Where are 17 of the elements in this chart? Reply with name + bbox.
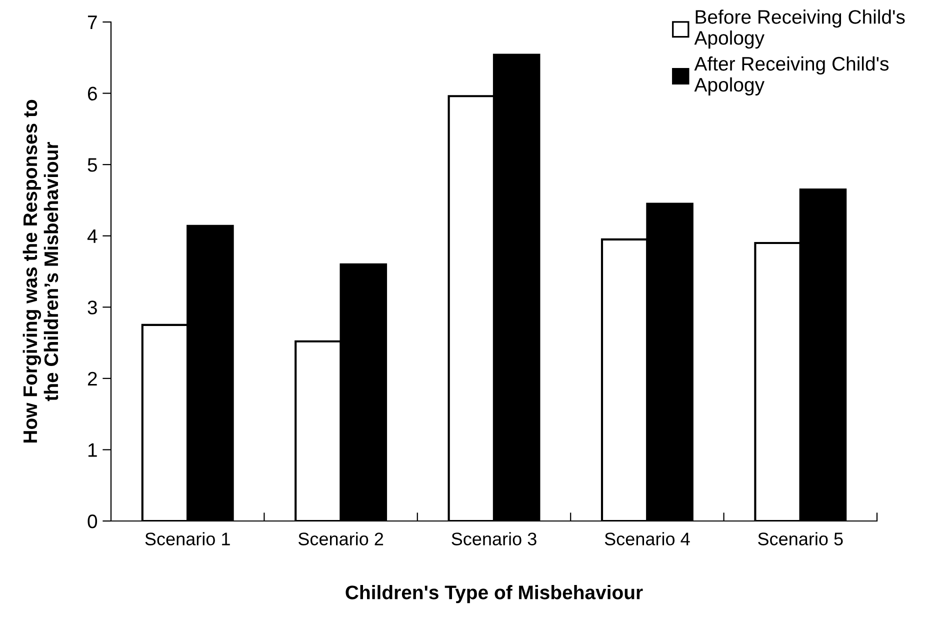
- legend-label: Before Receiving Child's Apology: [694, 10, 905, 49]
- y-tick-label: 3: [88, 300, 97, 314]
- y-tick-label: 7: [88, 16, 97, 30]
- y-tick-label: 5: [88, 158, 97, 172]
- x-tick-label: Scenario 5: [758, 532, 843, 546]
- x-axis-title: Children's Type of Misbehaviour: [346, 585, 643, 604]
- y-tick-label: 0: [88, 514, 98, 528]
- y-tick-label: 4: [87, 230, 98, 243]
- y-tick-label: 2: [88, 372, 97, 386]
- legend-label: After Receiving Child's Apology: [694, 56, 889, 96]
- y-tick-label: 6: [88, 86, 97, 101]
- x-tick-label: Scenario 3: [452, 532, 536, 546]
- x-tick-label: Scenario 4: [604, 532, 690, 546]
- y-axis-title: How Forgiving was the Responses to the Children’s Misbehaviour: [22, 100, 58, 443]
- y-tick-label: 1: [88, 443, 97, 457]
- x-tick-label: Scenario 2: [298, 532, 384, 546]
- x-tick-label: Scenario 1: [145, 532, 230, 546]
